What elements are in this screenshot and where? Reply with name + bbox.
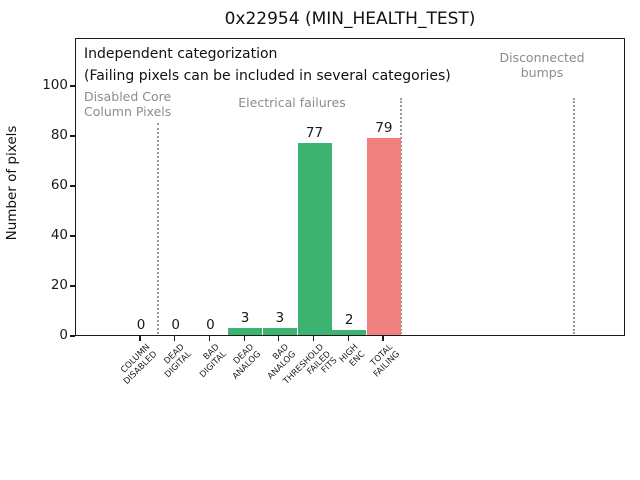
x-tick-mark: [243, 336, 245, 341]
bar-value-label: 79: [375, 119, 393, 136]
section-label-electrical-failures: Electrical failures: [238, 95, 346, 110]
bar: [262, 327, 297, 335]
chart-title: 0x22954 (MIN_HEALTH_TEST): [224, 9, 476, 29]
x-tick-mark: [312, 336, 315, 341]
x-tick-mark: [208, 336, 211, 341]
x-tick-label: HIGH ENC: [338, 342, 368, 369]
section-divider-line: [400, 98, 402, 334]
y-tick-label: 0: [59, 327, 68, 343]
x-tick-label: COLUMN DISABLED: [119, 342, 160, 387]
y-axis-label: Number of pixels: [4, 125, 20, 241]
x-tick-label: DEAD DIGITAL: [162, 342, 194, 380]
y-tick-label: 60: [50, 177, 68, 193]
x-tick-label: THRESHOLD FAILED FITS: [281, 342, 340, 387]
x-tick-label: TOTAL FAILING: [369, 342, 402, 380]
y-tick-label: 100: [42, 77, 68, 93]
bar: [332, 330, 367, 335]
section-divider-line: [573, 98, 575, 334]
section-divider-line: [157, 123, 159, 334]
y-tick-label: 40: [50, 227, 68, 243]
bar-value-label: 77: [305, 124, 324, 141]
x-tick-label: DEAD ANALOG: [230, 342, 264, 382]
bar: [228, 327, 263, 335]
bar-value-label: 0: [171, 317, 180, 333]
x-tick-label: BAD ANALOG: [265, 342, 298, 382]
bar-value-label: 0: [206, 317, 215, 333]
x-tick-mark: [382, 336, 384, 341]
x-tick-mark: [139, 336, 141, 341]
bar-value-label: 0: [136, 317, 146, 333]
y-tick-label: 80: [50, 127, 68, 143]
annotation-failing-pixels-note: (Failing pixels can be included in sever…: [84, 68, 451, 84]
bar: [297, 142, 332, 335]
x-tick-mark: [347, 336, 349, 341]
plot-area: Independent categorization (Failing pixe…: [75, 38, 625, 336]
bar-value-label: 3: [240, 309, 250, 326]
y-tick-label: 20: [50, 277, 68, 293]
x-tick-label: BAD DIGITAL: [197, 342, 229, 380]
section-label-disabled-core-column-pixels: Disabled Core Column Pixels: [84, 89, 172, 119]
bar-value-label: 3: [275, 309, 285, 326]
section-label-disconnected-bumps: Disconnected bumps: [499, 50, 585, 80]
bar: [366, 137, 401, 335]
x-tick-mark: [278, 336, 280, 341]
annotation-independent-categorization: Independent categorization: [84, 46, 278, 62]
bar-value-label: 2: [344, 312, 354, 328]
x-tick-mark: [174, 336, 176, 341]
bars-layer: 0 0 0 3 3 77 2 79: [76, 39, 624, 335]
